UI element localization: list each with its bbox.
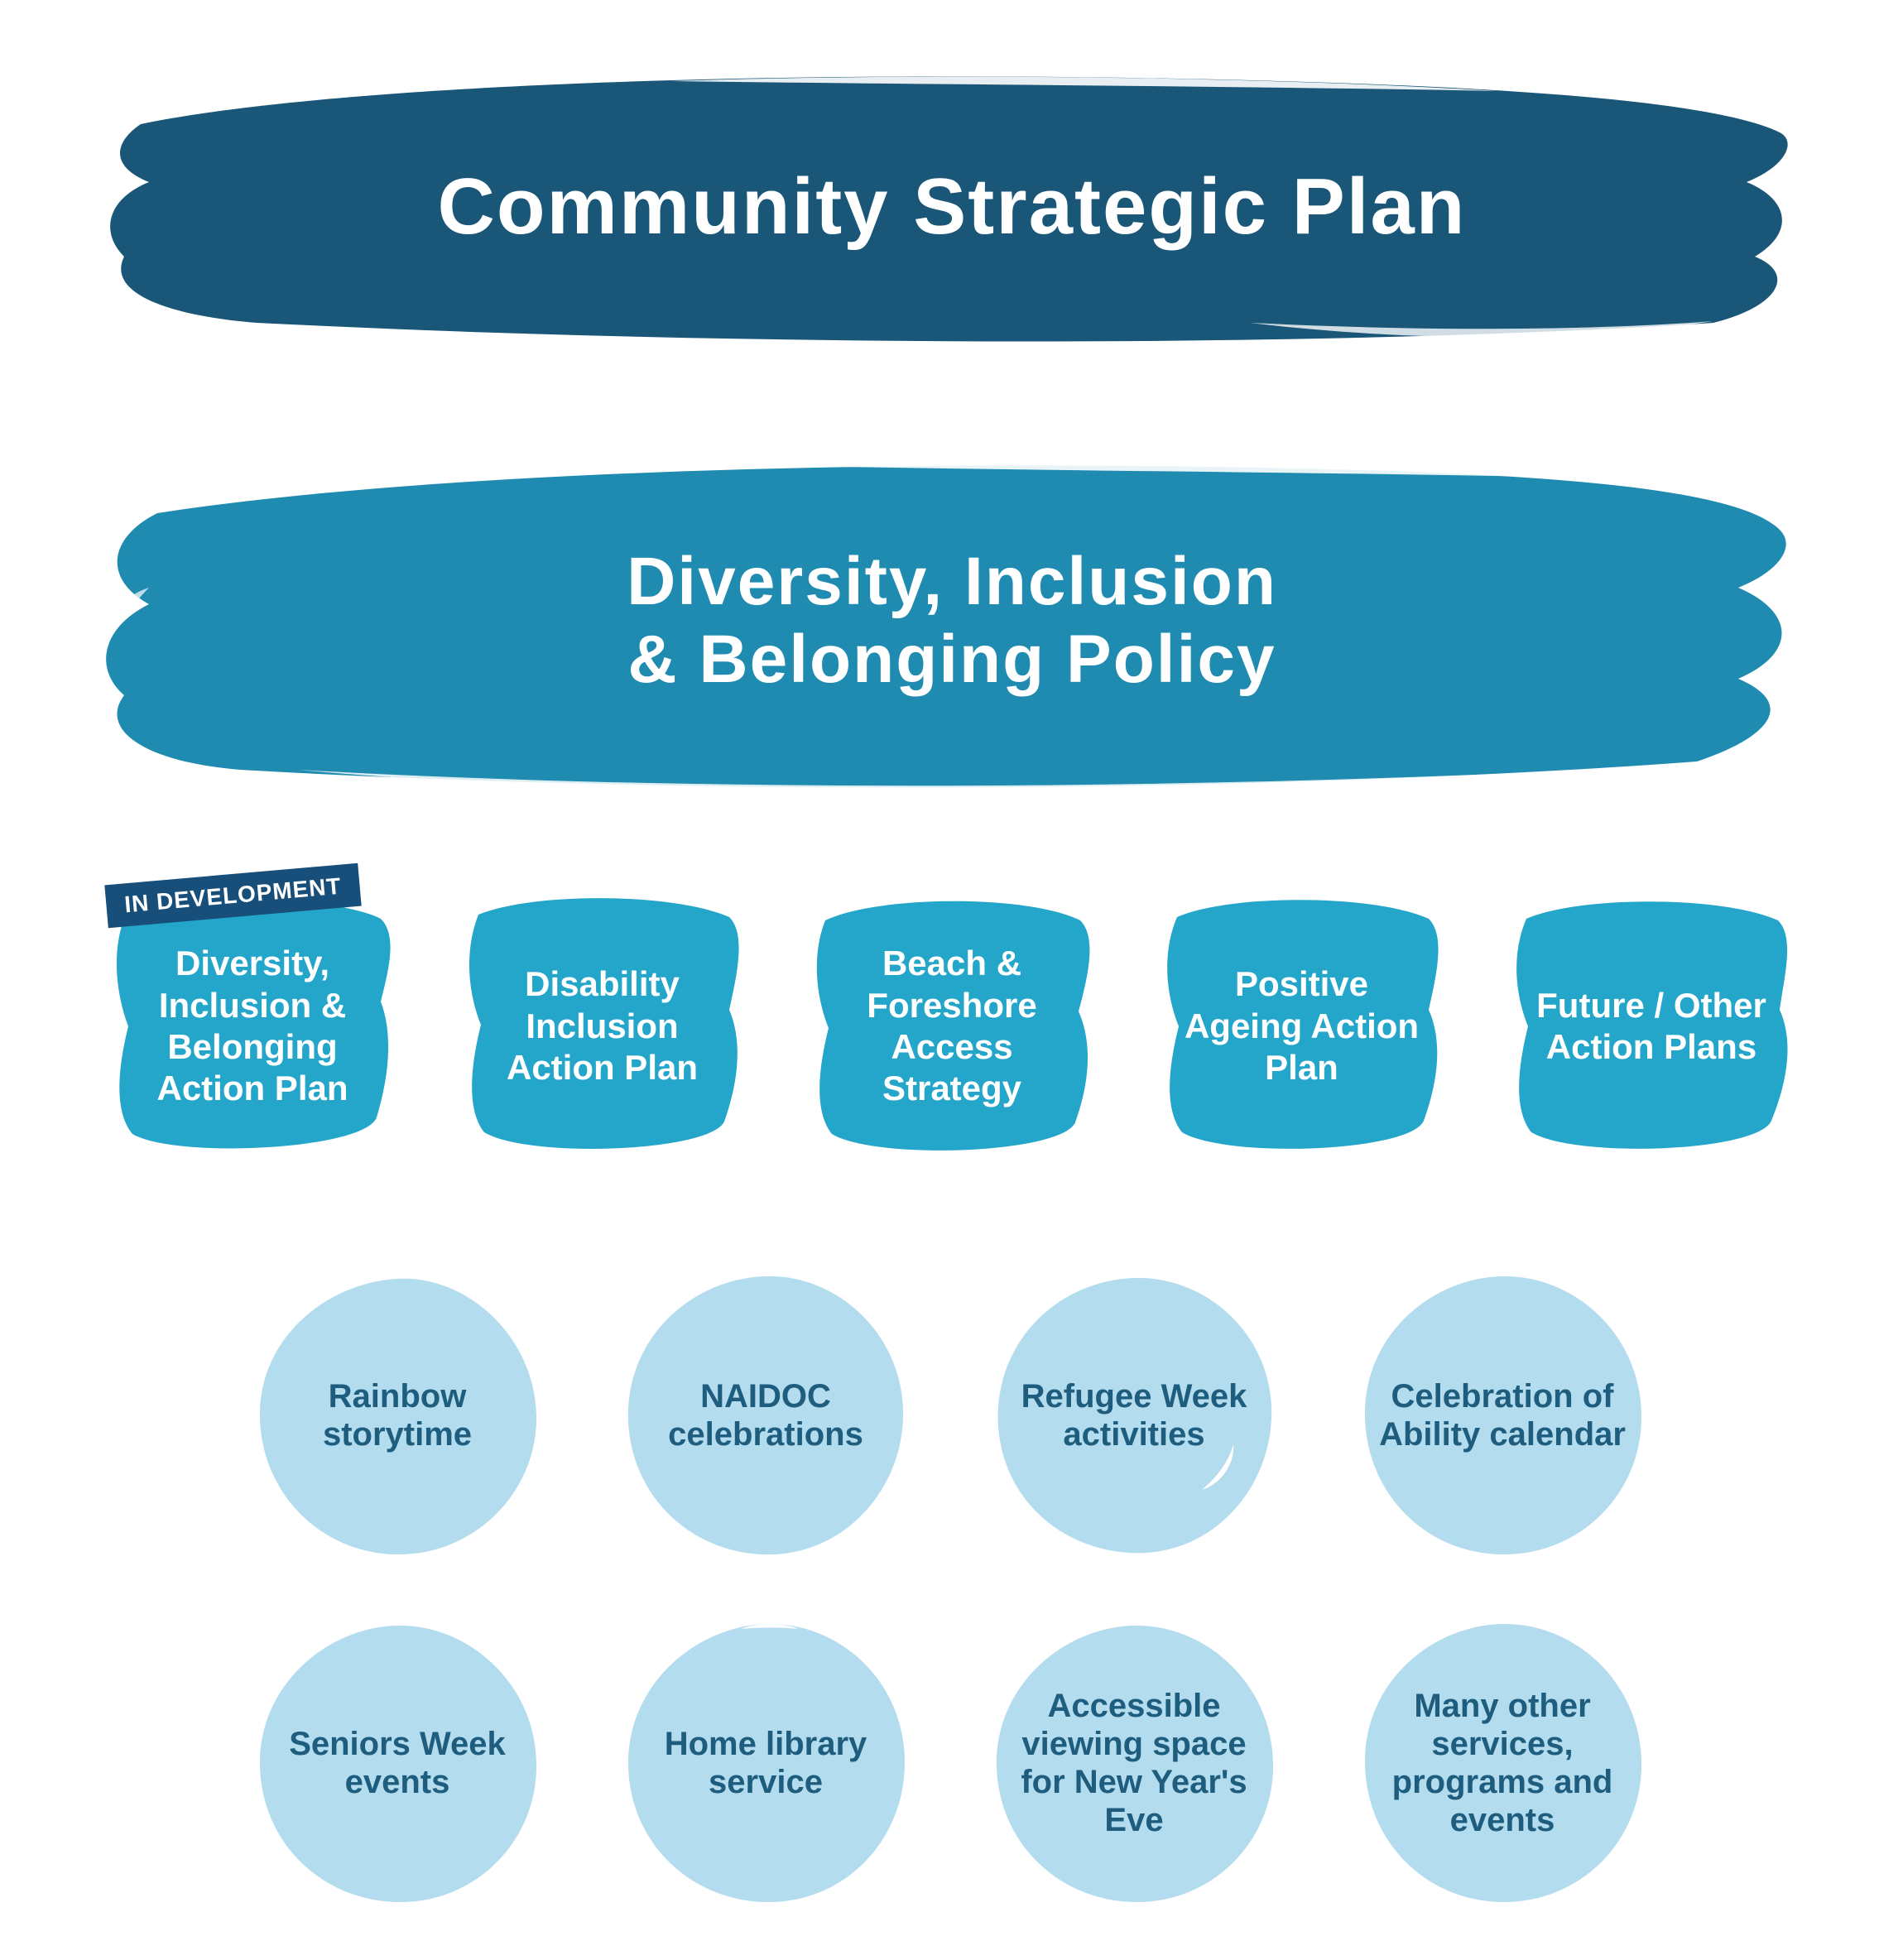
circle-nye: Accessible viewing space for New Year's …	[985, 1614, 1283, 1912]
circle-homelibrary: Home library service	[617, 1614, 915, 1912]
subtitle-brush: Diversity, Inclusion & Belonging Policy	[91, 439, 1813, 803]
circle-rainbow: Rainbow storytime	[248, 1266, 546, 1564]
plan-label: Diversity, Inclusion & Belonging Action …	[108, 943, 397, 1110]
circle-label: Home library service	[617, 1725, 915, 1801]
circle-other: Many other services, programs and events	[1353, 1614, 1651, 1912]
circle-naidoc: NAIDOC celebrations	[617, 1266, 915, 1564]
subtitle-line1: Diversity, Inclusion	[627, 544, 1277, 619]
circle-label: Many other services, programs and events	[1353, 1687, 1651, 1839]
plan-label: Future / Other Action Plans	[1507, 985, 1796, 1069]
plan-label: Positive Ageing Action Plan	[1157, 963, 1447, 1088]
circle-grid: Rainbow storytime NAIDOC celebrations Re…	[248, 1266, 1656, 1912]
plan-box-future: Future / Other Action Plans	[1507, 886, 1796, 1167]
circle-ability: Celebration of Ability calendar	[1353, 1266, 1651, 1564]
circle-label: Accessible viewing space for New Year's …	[985, 1687, 1283, 1839]
plan-row: IN DEVELOPMENT Diversity, Inclusion & Be…	[108, 886, 1796, 1167]
plan-box-ageing: Positive Ageing Action Plan	[1157, 886, 1447, 1167]
circle-label: Rainbow storytime	[248, 1377, 546, 1453]
title-text: Community Strategic Plan	[438, 161, 1467, 252]
plan-box-disability: Disability Inclusion Action Plan	[458, 886, 747, 1167]
plan-box-diversity: IN DEVELOPMENT Diversity, Inclusion & Be…	[108, 886, 397, 1167]
subtitle-line2: & Belonging Policy	[627, 622, 1276, 697]
plan-label: Beach & Foreshore Access Strategy	[807, 943, 1097, 1110]
circle-label: Seniors Week events	[248, 1725, 546, 1801]
title-brush: Community Strategic Plan	[91, 58, 1813, 356]
plan-box-beach: Beach & Foreshore Access Strategy	[807, 886, 1097, 1167]
circle-seniors: Seniors Week events	[248, 1614, 546, 1912]
circle-label: NAIDOC celebrations	[617, 1377, 915, 1453]
circle-refugee: Refugee Week activities	[985, 1266, 1283, 1564]
circle-label: Celebration of Ability calendar	[1353, 1377, 1651, 1453]
plan-label: Disability Inclusion Action Plan	[458, 963, 747, 1088]
circle-label: Refugee Week activities	[985, 1377, 1283, 1453]
subtitle-text: Diversity, Inclusion & Belonging Policy	[627, 543, 1277, 699]
